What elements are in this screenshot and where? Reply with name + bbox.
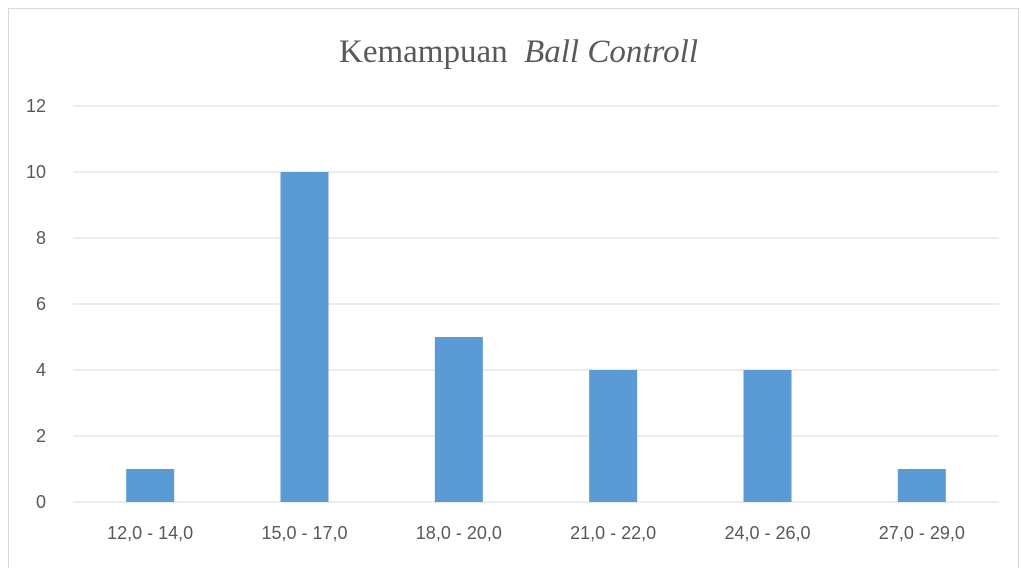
chart-title: Kemampuan Ball Controll xyxy=(0,30,1021,74)
bar xyxy=(126,469,175,502)
chart-frame xyxy=(8,8,1019,568)
chart-title-main: Kemampuan xyxy=(339,34,508,70)
x-tick-label: 12,0 - 14,0 xyxy=(107,523,193,543)
y-tick-label: 12 xyxy=(26,96,46,116)
y-tick-label: 10 xyxy=(26,162,46,182)
bar xyxy=(743,370,792,502)
bar xyxy=(897,469,946,502)
x-tick-label: 18,0 - 20,0 xyxy=(416,523,502,543)
x-tick-label: 21,0 - 22,0 xyxy=(570,523,656,543)
x-tick-label: 27,0 - 29,0 xyxy=(879,523,965,543)
y-tick-label: 4 xyxy=(36,360,46,380)
bar xyxy=(434,337,483,502)
x-tick-label: 15,0 - 17,0 xyxy=(261,523,347,543)
y-tick-label: 8 xyxy=(36,228,46,248)
y-tick-label: 6 xyxy=(36,294,46,314)
bar xyxy=(589,370,638,502)
chart-title-italic: Ball Controll xyxy=(524,34,698,70)
bar xyxy=(280,172,329,502)
x-tick-label: 24,0 - 26,0 xyxy=(724,523,810,543)
y-tick-label: 0 xyxy=(36,492,46,512)
y-tick-label: 2 xyxy=(36,426,46,446)
